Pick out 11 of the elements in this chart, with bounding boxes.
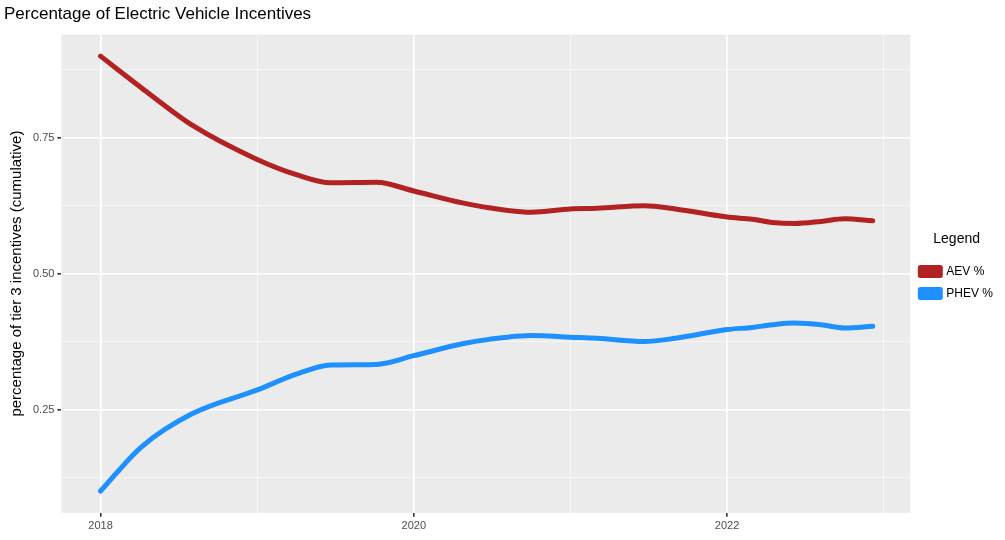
- x-tick-label: 2022: [714, 519, 740, 532]
- legend-label: AEV %: [946, 263, 985, 278]
- legend-label: PHEV %: [946, 285, 994, 300]
- y-tick-label: 0.25: [32, 402, 55, 415]
- y-axis-title: percentage of tier 3 incentives (cumulative): [7, 130, 25, 417]
- x-tick-label: 2020: [401, 519, 427, 532]
- y-tick-label: 0.50: [32, 266, 55, 279]
- legend-title: Legend: [933, 230, 981, 247]
- x-tick-label: 2018: [88, 519, 113, 532]
- chart-title: Percentage of Electric Vehicle Incentives: [4, 3, 312, 23]
- y-tick-label: 0.75: [32, 130, 55, 143]
